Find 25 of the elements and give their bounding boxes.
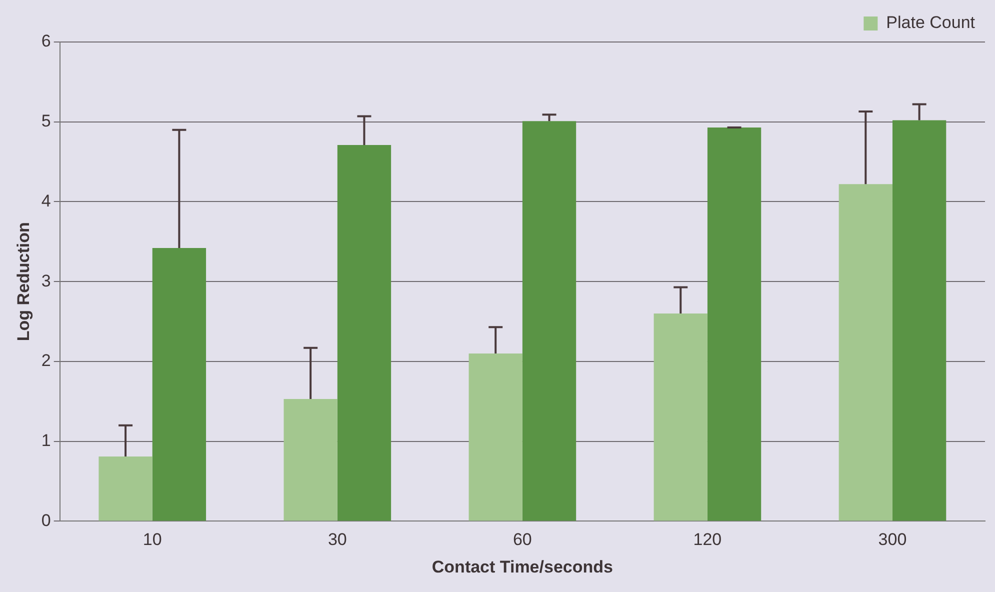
bar [522, 121, 576, 521]
y-tick-label: 1 [41, 431, 51, 450]
bar [337, 145, 392, 521]
y-axis-title: Log Reduction [14, 222, 33, 342]
y-tick-label: 4 [41, 191, 51, 210]
x-tick-label: 120 [693, 530, 722, 550]
y-tick-label: 2 [41, 351, 51, 370]
y-tick-label: 6 [41, 32, 51, 51]
y-tick-label: 3 [41, 271, 51, 290]
bar [707, 127, 762, 521]
x-tick-label: 10 [142, 530, 162, 550]
bar [468, 353, 522, 521]
x-tick-label: 300 [878, 530, 907, 550]
bar [98, 456, 152, 521]
y-tick-label: 5 [41, 112, 51, 131]
bar [654, 314, 708, 521]
legend-label: Plate Count [886, 13, 976, 32]
bar [284, 399, 338, 521]
x-tick-label: 30 [328, 530, 347, 550]
y-tick-label: 0 [41, 510, 51, 530]
x-axis-title: Contact Time/seconds [432, 557, 613, 576]
bar [838, 184, 892, 521]
x-tick-label: 60 [512, 530, 532, 550]
bar [152, 248, 206, 521]
bar [892, 120, 946, 521]
